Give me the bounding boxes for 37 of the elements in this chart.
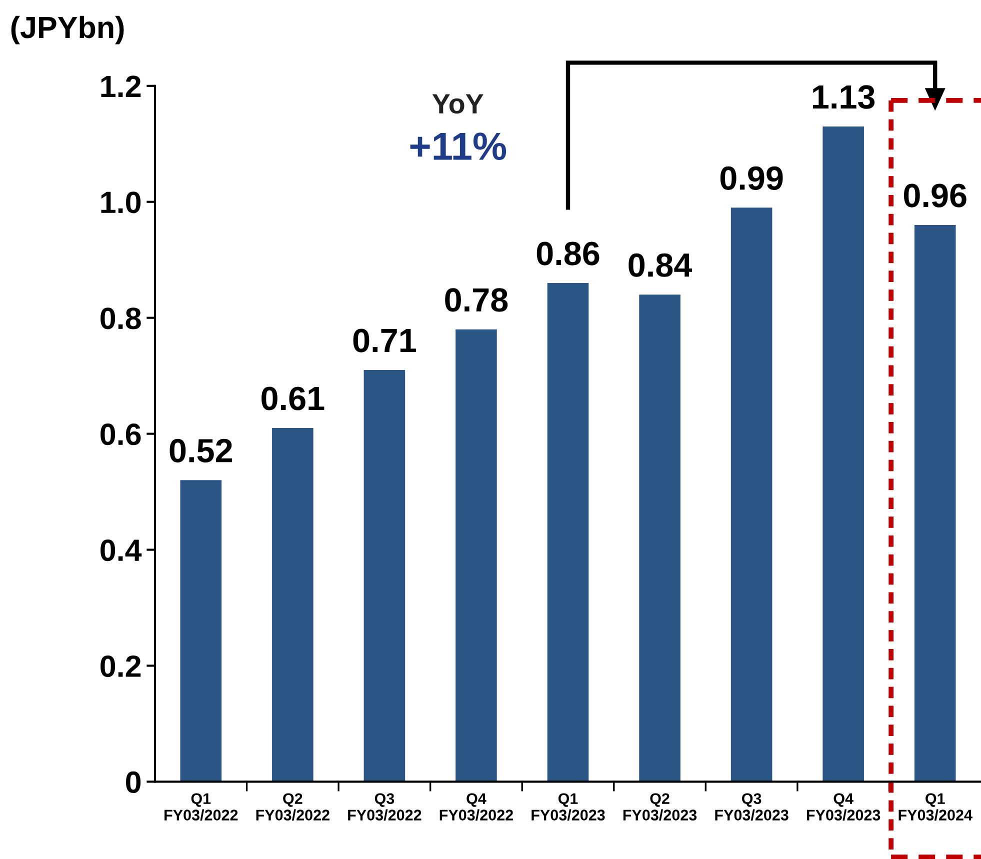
- bar: [272, 428, 314, 782]
- data-label: 0.71: [353, 328, 416, 352]
- annotation: +11%: [410, 132, 506, 160]
- bar: [639, 294, 680, 782]
- bar: [822, 126, 864, 782]
- x-tick-label: Q3 FY03/2022: [348, 793, 422, 821]
- data-label: 0.61: [262, 386, 324, 410]
- x-tick-label: Q2 FY03/2022: [256, 793, 330, 821]
- bar: [364, 370, 406, 782]
- bar: [730, 208, 772, 782]
- data-label: 0.99: [720, 166, 783, 190]
- bar: [456, 329, 497, 782]
- data-label: 0.86: [536, 242, 600, 266]
- y-tick-label: 1.0: [101, 192, 141, 214]
- x-tick-label: Q1 FY03/2024: [898, 793, 972, 821]
- x-tick-label: Q4 FY03/2022: [440, 793, 513, 821]
- annotation: YoY: [432, 94, 484, 114]
- bar: [547, 283, 589, 782]
- data-label: 1.13: [812, 85, 875, 109]
- y-tick-label: 0.4: [100, 539, 142, 562]
- y-axis-title: (JPYbn): [11, 16, 124, 44]
- y-tick-label: 0: [126, 771, 141, 794]
- x-tick-label: Q1 FY03/2023: [532, 793, 605, 821]
- x-tick-label: Q2 FY03/2023: [623, 793, 697, 821]
- data-label: 0.52: [170, 438, 232, 462]
- x-tick-label: Q3 FY03/2023: [715, 793, 788, 821]
- y-tick-label: 0.2: [100, 655, 141, 678]
- y-tick-label: 0.6: [100, 424, 141, 446]
- data-label: 0.96: [904, 184, 966, 208]
- y-tick-label: 1.2: [101, 76, 141, 97]
- data-label: 0.78: [445, 288, 508, 312]
- bar: [914, 225, 956, 782]
- x-tick-label: Q4 FY03/2023: [806, 793, 880, 821]
- x-tick-label: Q1 FY03/2022: [164, 793, 238, 821]
- y-tick-label: 0.8: [100, 308, 141, 330]
- data-label: 0.84: [628, 253, 692, 277]
- bar: [180, 480, 222, 782]
